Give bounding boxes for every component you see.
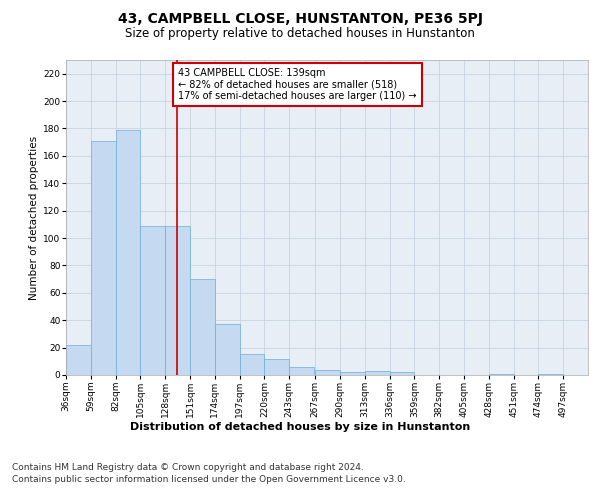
Bar — [140, 226, 165, 375]
Text: Contains public sector information licensed under the Open Government Licence v3: Contains public sector information licen… — [12, 475, 406, 484]
Bar — [215, 324, 239, 375]
Bar — [190, 279, 215, 375]
Bar — [66, 345, 91, 375]
Bar — [165, 226, 190, 375]
Bar — [538, 374, 563, 375]
Bar — [265, 358, 289, 375]
Bar — [91, 141, 116, 375]
Text: 43 CAMPBELL CLOSE: 139sqm
← 82% of detached houses are smaller (518)
17% of semi: 43 CAMPBELL CLOSE: 139sqm ← 82% of detac… — [178, 68, 416, 102]
Bar — [389, 372, 415, 375]
Bar — [289, 367, 314, 375]
Text: Contains HM Land Registry data © Crown copyright and database right 2024.: Contains HM Land Registry data © Crown c… — [12, 462, 364, 471]
Bar — [365, 371, 389, 375]
Text: Distribution of detached houses by size in Hunstanton: Distribution of detached houses by size … — [130, 422, 470, 432]
Bar — [340, 372, 365, 375]
Bar — [116, 130, 140, 375]
Bar — [239, 354, 265, 375]
Text: 43, CAMPBELL CLOSE, HUNSTANTON, PE36 5PJ: 43, CAMPBELL CLOSE, HUNSTANTON, PE36 5PJ — [118, 12, 482, 26]
Bar — [315, 370, 340, 375]
Bar — [489, 374, 514, 375]
Text: Size of property relative to detached houses in Hunstanton: Size of property relative to detached ho… — [125, 28, 475, 40]
Y-axis label: Number of detached properties: Number of detached properties — [29, 136, 39, 300]
